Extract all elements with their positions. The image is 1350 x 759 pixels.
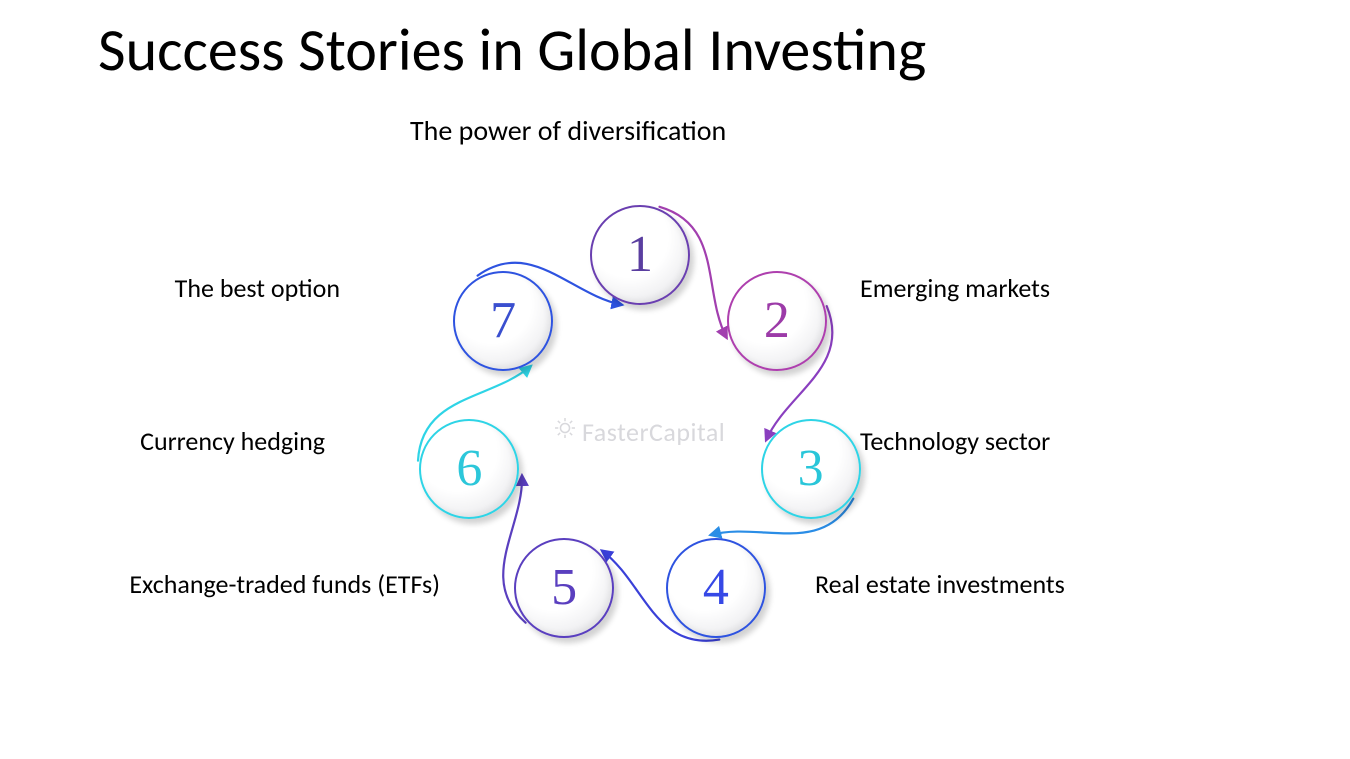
cycle-node-5: 5	[514, 538, 614, 638]
cycle-label: Technology sector	[860, 425, 1050, 457]
cycle-label: Emerging markets	[860, 272, 1050, 304]
gear-icon	[552, 415, 578, 448]
cycle-node-3: 3	[761, 419, 861, 519]
cycle-node-7: 7	[453, 271, 553, 371]
cycle-node-2: 2	[727, 271, 827, 371]
node-number: 3	[798, 443, 824, 495]
node-number: 2	[764, 295, 790, 347]
node-number: 1	[627, 229, 653, 281]
node-number: 4	[703, 562, 729, 614]
cycle-label: Real estate investments	[815, 568, 1065, 600]
watermark: FasterCapital	[552, 415, 725, 448]
subtitle: The power of diversification	[410, 113, 726, 148]
node-number: 5	[551, 562, 577, 614]
watermark-text: FasterCapital	[582, 416, 725, 448]
diagram-stage: Success Stories in Global Investing The …	[0, 0, 1350, 759]
page-title: Success Stories in Global Investing	[98, 14, 926, 87]
cycle-label: The best option	[175, 272, 340, 304]
cycle-node-4: 4	[666, 538, 766, 638]
cycle-label: Exchange-traded funds (ETFs)	[129, 568, 440, 600]
node-number: 6	[456, 443, 482, 495]
cycle-node-1: 1	[590, 205, 690, 305]
cycle-node-6: 6	[419, 419, 519, 519]
node-number: 7	[490, 295, 516, 347]
cycle-label: Currency hedging	[140, 425, 325, 457]
